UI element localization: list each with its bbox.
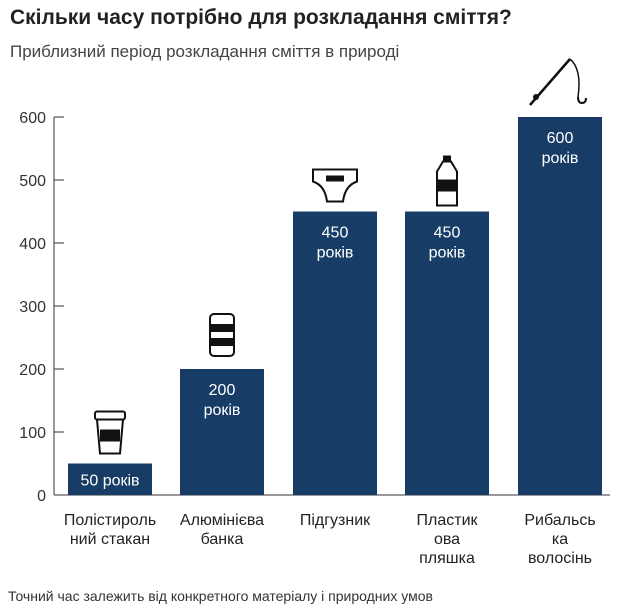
category-label: ка: [552, 531, 568, 548]
y-tick-label: 0: [37, 488, 46, 505]
y-tick-label: 100: [19, 425, 46, 442]
fishing-line: [569, 58, 580, 98]
hook: [577, 96, 587, 105]
bar: [68, 463, 152, 495]
category-label: ний стакан: [70, 531, 150, 548]
y-tick-label: 400: [19, 236, 46, 253]
fishing-rod-icon: [529, 58, 587, 106]
category-label: Рибальсь: [524, 512, 595, 529]
can-body: [209, 313, 235, 357]
category-label: банка: [201, 531, 244, 548]
bar-chart: 0 100 200 300 400 500 600 50 років Полістироль ни…: [19, 58, 610, 567]
bar-data-label: 200: [209, 382, 236, 399]
bar-data-label: 50 років: [80, 472, 139, 489]
y-tick-label: 200: [19, 362, 46, 379]
category-label: волосінь: [528, 550, 592, 567]
bar-data-label: 450: [322, 225, 349, 242]
bar: [518, 117, 602, 495]
can-band-bottom: [210, 338, 234, 346]
bar-data-label: років: [542, 150, 579, 167]
cup-sleeve: [100, 429, 120, 442]
chart-subtitle: Приблизний період розкладання сміття в п…: [10, 42, 400, 61]
coffee-cup-icon: [94, 410, 126, 455]
bar-data-label: років: [317, 245, 354, 262]
chart-footnote: Точний час залежить від конкретного мате…: [8, 588, 433, 604]
bottle-cap: [443, 155, 451, 162]
aluminum-can-icon: [209, 313, 235, 357]
y-tick-label: 500: [19, 173, 46, 190]
category-label: ова: [434, 531, 460, 548]
category-label: Алюмінієва: [180, 512, 264, 529]
y-tick-label: 300: [19, 299, 46, 316]
can-band-top: [210, 324, 234, 332]
bottle-label: [437, 179, 457, 192]
category-label: Полістироль: [64, 512, 156, 529]
diaper-body: [312, 168, 358, 203]
plastic-bottle-icon: [436, 155, 458, 207]
bar: [405, 211, 489, 495]
category-label: Підгузник: [300, 512, 371, 529]
cup-lid: [94, 410, 126, 421]
y-tick-label: 600: [19, 110, 46, 127]
bar-data-label: 450: [434, 225, 461, 242]
reel: [533, 94, 539, 100]
bar: [293, 211, 377, 495]
diaper-tab: [326, 175, 344, 182]
bar-data-label: років: [204, 402, 241, 419]
bar: [180, 369, 264, 495]
category-label: Пластик: [417, 512, 479, 529]
chart-title: Скільки часу потрібно для розкладання см…: [10, 6, 512, 29]
category-label: пляшка: [419, 550, 475, 567]
diaper-icon: [312, 168, 358, 203]
bar-data-label: 600: [547, 130, 574, 147]
bar-data-label: років: [429, 245, 466, 262]
